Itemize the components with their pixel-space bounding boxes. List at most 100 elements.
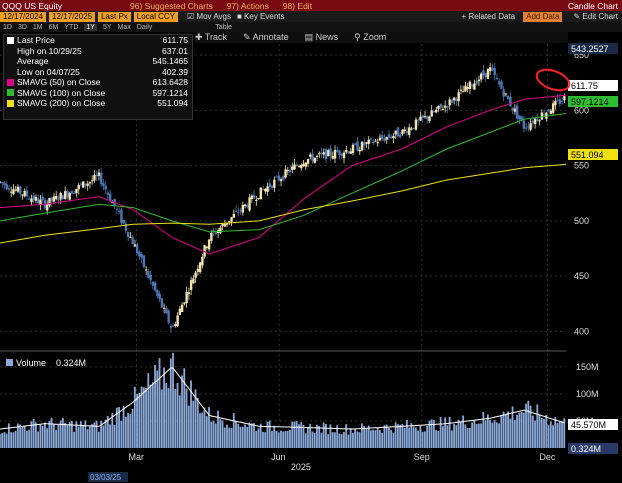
candle-body [378,137,382,141]
candle-body [520,116,523,121]
volume-bar [25,430,28,448]
volume-bar [64,423,67,448]
candle-body [194,272,197,278]
legend-label: Average [17,56,49,67]
volume-bar [484,420,487,448]
period-5y[interactable]: 5Y [102,23,112,31]
candle-body [358,149,361,152]
volume-bar [241,426,244,448]
volume-legend-value: 0.324M [56,358,86,368]
volume-bar [264,432,267,448]
candle-body [484,73,487,78]
edit-menu[interactable]: 98) Edit [282,0,313,11]
period-6m[interactable]: 6M [48,23,59,31]
legend-label: SMAVG (100) on Close [17,87,106,98]
end-date-field[interactable]: 12/17/2025 [49,11,96,22]
volume-bar [457,419,460,448]
start-date-field[interactable]: 12/17/2024 [0,11,47,22]
track-button[interactable]: ✚ Track [195,32,228,42]
volume-bar [79,421,82,448]
volume-bar [160,389,163,448]
candle-body [324,149,328,160]
volume-bar [120,420,123,448]
volume-bar [232,413,235,448]
annotate-button[interactable]: ✎ Annotate [243,32,289,42]
volume-bar [480,423,482,448]
candle-body [259,187,263,200]
candle-body [162,307,166,309]
period-3d[interactable]: 3D [17,23,27,31]
candle-body [318,153,321,155]
volume-bar [199,413,201,448]
period-1d[interactable]: 1D [3,23,12,31]
volume-bar [307,427,309,448]
candle-body [147,270,150,278]
mov-avgs-checkbox[interactable]: ☑ Mov Avgs [187,12,231,21]
candle-body [293,164,296,170]
period-1m[interactable]: 1M [32,23,43,31]
candle-body [230,217,233,222]
volume-bar [109,424,111,448]
candle-body [64,191,67,199]
candle-body [372,142,375,144]
candle-body [549,110,553,115]
sma-200-line [0,163,567,244]
volume-bar [131,408,134,448]
candle-body [61,195,65,200]
related-data-button[interactable]: + Related Data [461,12,516,21]
volume-bar [475,423,478,448]
key-events-checkbox[interactable]: ■ Key Events [236,12,285,21]
candle-body [556,99,559,101]
chart-type-label: Candle Chart [567,0,618,11]
actions-menu[interactable]: 97) Actions [226,0,269,11]
volume-bar [23,425,26,448]
candle-body [187,292,191,295]
volume-bar [169,358,172,448]
frequency-select[interactable]: Daily [136,23,153,31]
input-bar: 12/17/2024 12/17/2025 Last Px Local CCY … [0,11,622,22]
volume-bar [86,429,89,448]
candle-body [57,199,60,201]
zoom-button[interactable]: ⚲ Zoom [354,32,387,42]
edit-chart-button[interactable]: ✎ Edit Chart [573,12,618,21]
candle-body [468,81,472,89]
period-max[interactable]: Max [117,23,131,31]
candle-body [304,162,307,167]
period-1y[interactable]: 1Y [84,23,97,31]
volume-bar [412,426,415,448]
volume-bar [266,421,269,448]
candle-body [3,182,6,186]
volume-bar [91,424,93,448]
news-button[interactable]: ▤ News [304,32,339,42]
candle-body [493,68,496,76]
volume-bar [325,423,327,448]
table-button[interactable]: Table [215,23,233,31]
currency-select[interactable]: Local CCY [133,11,179,22]
volume-bar [61,417,64,448]
candle-body [34,196,38,201]
volume-bar [201,412,204,448]
candle-body [374,140,377,142]
candle-body [93,174,96,181]
period-ytd[interactable]: YTD [64,23,79,31]
volume-bar [88,426,91,448]
candle-body [430,110,433,117]
price-tick-label: 500 [574,216,589,226]
candle-body [300,164,303,169]
candle-body [500,81,503,89]
legend-swatch [7,47,14,54]
price-field-select[interactable]: Last Px [98,11,131,22]
volume-bar [221,420,224,448]
candle-body [88,182,92,184]
legend-swatch [7,36,14,44]
volume-bar [309,423,312,448]
month-tick-label: Sep [414,452,430,462]
price-tag-label: 543.2527 [571,44,609,54]
suggested-charts-menu[interactable]: 96) Suggested Charts [130,0,213,11]
candle-body [277,175,281,181]
legend-label: Last Price [17,35,55,46]
add-data-field[interactable]: Add Data [523,11,563,22]
candle-body [464,85,467,92]
volume-tick-label: 150M [576,362,599,372]
